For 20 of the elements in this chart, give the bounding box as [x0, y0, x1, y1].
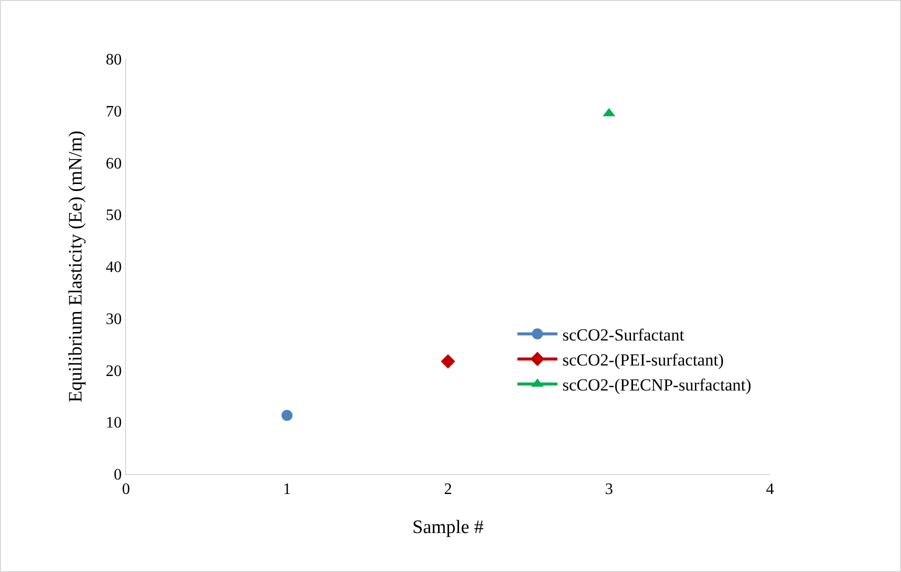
y-tick-label: 30	[106, 310, 122, 328]
legend-label: scCO2-(PEI-surfactant)	[562, 350, 724, 370]
x-tick-label: 2	[444, 481, 452, 498]
x-tick-label: 1	[283, 481, 291, 498]
y-tick-label: 40	[106, 259, 122, 276]
x-tick-label: 3	[605, 481, 613, 498]
y-axis-title: Equilibrium Elasticity (Ee) (mN/m)	[66, 130, 87, 402]
x-tick-label: 4	[766, 481, 774, 498]
y-tick-label: 50	[106, 207, 122, 224]
legend-label: scCO2-(PECNP-surfactant)	[562, 376, 752, 395]
y-tick-label: 10	[106, 414, 122, 432]
point	[282, 410, 292, 421]
y-tick-label: 70	[106, 103, 122, 120]
y-tick-label: 80	[106, 52, 122, 69]
y-tick-label: 60	[106, 155, 122, 172]
x-axis-title: Sample #	[412, 517, 484, 538]
legend-label: scCO2-Surfactant	[562, 325, 684, 344]
y-tick-label: 0	[114, 466, 122, 484]
point	[440, 354, 456, 369]
y-tick-label: 20	[106, 362, 122, 380]
